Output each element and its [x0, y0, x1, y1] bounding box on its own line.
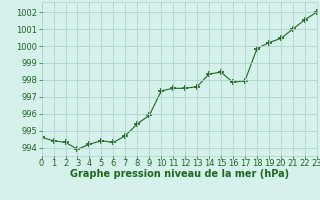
X-axis label: Graphe pression niveau de la mer (hPa): Graphe pression niveau de la mer (hPa)	[70, 169, 289, 179]
